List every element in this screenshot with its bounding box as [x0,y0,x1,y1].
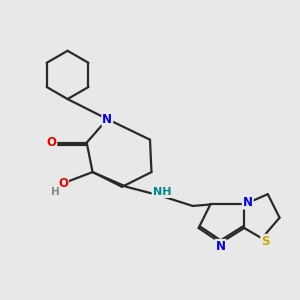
Text: N: N [216,240,226,253]
Text: H: H [51,187,60,197]
Text: O: O [58,177,68,190]
Text: S: S [261,235,270,248]
Text: N: N [102,112,112,126]
Text: N: N [243,196,253,208]
Text: O: O [46,136,56,149]
Text: NH: NH [152,187,171,197]
